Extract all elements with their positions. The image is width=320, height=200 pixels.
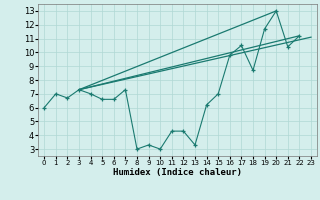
X-axis label: Humidex (Indice chaleur): Humidex (Indice chaleur) — [113, 168, 242, 177]
